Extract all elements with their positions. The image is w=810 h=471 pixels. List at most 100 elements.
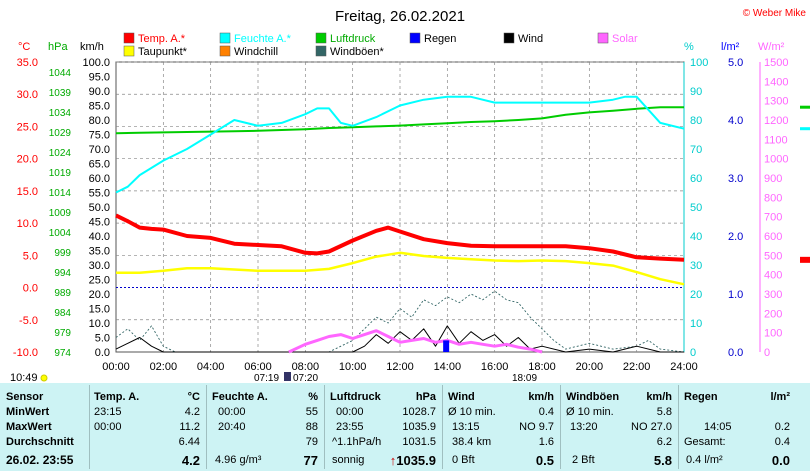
temp-header: Temp. A. bbox=[94, 391, 140, 403]
humidity-tick-label: 0 bbox=[690, 347, 696, 359]
humidity-abs: 4.96 g/m³ bbox=[215, 454, 262, 466]
x-tick-label: 20:00 bbox=[576, 361, 604, 373]
temp-tick-label: 30.0 bbox=[17, 89, 38, 101]
rain-current: 0.0 bbox=[771, 453, 790, 468]
x-tick-label: 04:00 bbox=[197, 361, 225, 373]
row-label-avg: Durchschnitt bbox=[6, 436, 74, 448]
gust-header: Windböen bbox=[566, 391, 620, 403]
rain-unit: l/m² bbox=[770, 391, 790, 403]
solar-tick-label: 1400 bbox=[764, 76, 788, 88]
legend: Temp. A.* Feuchte A.* Luftdruck Regen Wind So… bbox=[123, 32, 638, 58]
series-line-taupunkt bbox=[116, 251, 685, 286]
wind-tick-label: 85.0 bbox=[89, 101, 110, 113]
wind-avg10-label: Ø 10 min. bbox=[448, 406, 496, 418]
legend-label: Windchill bbox=[234, 46, 278, 58]
current-time: 10:49 bbox=[10, 372, 38, 383]
rain-tick-label: 1.0 bbox=[728, 289, 743, 301]
gust-max: NO 27.0 bbox=[631, 421, 672, 433]
solar-tick-label: 800 bbox=[764, 192, 782, 204]
solar-noon-label: 07:20 bbox=[293, 373, 318, 383]
wind-tick-label: 60.0 bbox=[89, 173, 110, 185]
series-line-windb-en bbox=[115, 290, 685, 353]
rain-total-label: Gesamt: bbox=[684, 436, 726, 448]
weather-chart: Freitag, 26.02.2021 © Weber Mike Temp. A… bbox=[10, 8, 810, 383]
pressure-forecast: sonnig bbox=[332, 454, 365, 466]
wind-tick-label: 0.0 bbox=[95, 347, 110, 359]
temp-unit: °C bbox=[187, 391, 200, 403]
temp-tick-label: -5.0 bbox=[19, 315, 38, 327]
rain-max: 0.2 bbox=[774, 421, 790, 433]
series-line-solar bbox=[288, 329, 543, 354]
gust-max-time: 13:20 bbox=[570, 421, 598, 433]
wind-tick-label: 100.0 bbox=[82, 57, 110, 69]
legend-swatch bbox=[123, 32, 135, 44]
pressure-max: 1035.9 bbox=[402, 421, 436, 433]
pressure-tick-label: 999 bbox=[54, 248, 71, 259]
humidity-avg: 79 bbox=[305, 436, 318, 448]
temp-tick-label: 35.0 bbox=[17, 57, 38, 69]
solar-tick-label: 400 bbox=[764, 270, 782, 282]
pressure-tick-label: 1004 bbox=[49, 228, 72, 239]
pressure-tick-label: 1009 bbox=[49, 208, 72, 219]
rain-tick-label: 4.0 bbox=[728, 115, 743, 127]
solar-tick-label: 700 bbox=[764, 212, 782, 224]
rain-column: Regen l/m² 14:05 0.2 Gesamt: 0.4 0.4 l/m² 0.… bbox=[684, 383, 790, 471]
wind-tick-label: 65.0 bbox=[89, 159, 110, 171]
pressure-tick-label: 1034 bbox=[49, 108, 72, 119]
pressure-max-time: 23:55 bbox=[336, 421, 364, 433]
sensor-column: Sensor MinWert MaxWert Durchschnitt 26.0… bbox=[6, 383, 90, 471]
wind-tick-label: 90.0 bbox=[89, 86, 110, 98]
solar-tick-label: 1100 bbox=[764, 134, 788, 146]
legend-swatch bbox=[315, 32, 327, 44]
sunrise-marker-icon bbox=[284, 372, 291, 381]
rain-tick-label: 0.0 bbox=[728, 347, 743, 359]
footer-timestamp: 26.02. 23:55 bbox=[6, 453, 74, 467]
humidity-tick-label: 80 bbox=[690, 115, 702, 127]
wind-avg10: 0.4 bbox=[538, 406, 554, 418]
wind-tick-label: 5.0 bbox=[95, 333, 110, 345]
humidity-tick-label: 50 bbox=[690, 202, 702, 214]
gust-beaufort: 2 Bft bbox=[572, 454, 595, 466]
temp-tick-label: -10.0 bbox=[13, 347, 38, 359]
solar-tick-label: 500 bbox=[764, 250, 782, 262]
sensor-header: Sensor bbox=[6, 391, 44, 403]
pressure-tick-label: 994 bbox=[54, 268, 71, 279]
wind-tick-label: 45.0 bbox=[89, 217, 110, 229]
temp-tick-label: 0.0 bbox=[23, 283, 38, 295]
x-tick-label: 24:00 bbox=[670, 361, 698, 373]
legend-label: Temp. A.* bbox=[138, 33, 186, 45]
x-tick-label: 02:00 bbox=[150, 361, 178, 373]
humidity-header: Feuchte A. bbox=[212, 391, 268, 403]
pressure-tick-label: 974 bbox=[54, 348, 71, 359]
humidity-unit-label: % bbox=[684, 41, 694, 53]
x-tick-label: 12:00 bbox=[386, 361, 414, 373]
legend-swatch bbox=[219, 45, 231, 57]
current-time-sun-icon bbox=[40, 374, 48, 382]
legend-swatch bbox=[219, 32, 231, 44]
temp-column: Temp. A. °C 23:15 4.2 00:00 11.2 6.44 4.2 bbox=[94, 383, 200, 471]
series-line-luftdruck bbox=[115, 106, 684, 135]
humidity-tick-label: 10 bbox=[690, 318, 702, 330]
legend-label: Feuchte A.* bbox=[234, 33, 292, 45]
wind-tick-label: 75.0 bbox=[89, 130, 110, 142]
wind-max: NO 9.7 bbox=[519, 421, 554, 433]
wind-tick-label: 15.0 bbox=[89, 304, 110, 316]
pressure-tick-label: 989 bbox=[54, 288, 71, 299]
solar-tick-label: 100 bbox=[764, 328, 782, 340]
legend-label: Luftdruck bbox=[330, 33, 376, 45]
solar-tick-label: 0 bbox=[764, 347, 770, 359]
humidity-max-time: 20:40 bbox=[218, 421, 246, 433]
wind-tick-label: 50.0 bbox=[89, 202, 110, 214]
wind-avg: 1.6 bbox=[538, 436, 554, 448]
wind-tick-label: 70.0 bbox=[89, 144, 110, 156]
series-line-feuchte-a bbox=[115, 95, 685, 194]
x-tick-label: 18:00 bbox=[528, 361, 556, 373]
legend-label: Solar bbox=[612, 33, 638, 45]
humidity-unit: % bbox=[308, 391, 318, 403]
sunrise-label: 07:19 bbox=[254, 373, 279, 383]
legend-label: Taupunkt* bbox=[138, 46, 188, 58]
rain-header: Regen bbox=[684, 391, 718, 403]
rain-tick-label: 3.0 bbox=[728, 173, 743, 185]
pressure-tick-label: 1039 bbox=[49, 88, 72, 99]
temp-max-time: 00:00 bbox=[94, 421, 122, 433]
